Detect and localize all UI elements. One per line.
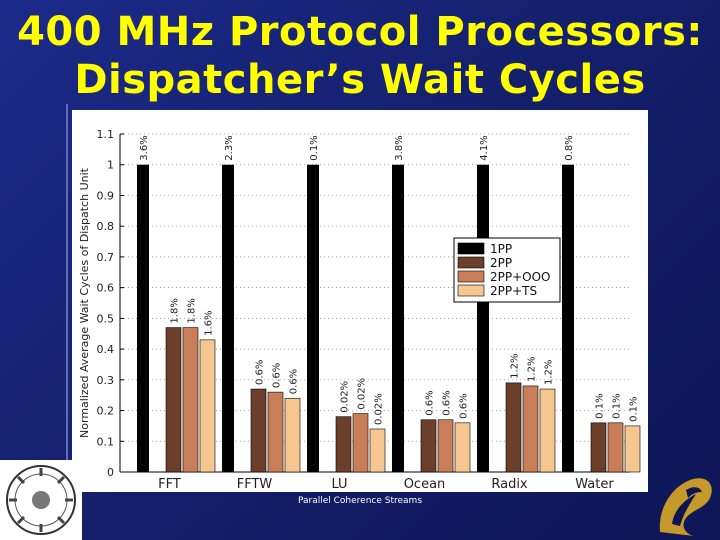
data-label: 0.1% (309, 135, 320, 160)
legend-swatch (457, 242, 485, 255)
x-tick-label: Radix (491, 477, 528, 492)
data-label: 1.6% (204, 310, 215, 335)
legend-swatch (457, 256, 485, 269)
legend-swatch (457, 270, 485, 283)
title-line-2: Dispatcher’s Wait Cycles (74, 57, 646, 103)
data-label: 0.6% (289, 369, 300, 394)
x-tick-label: FFT (158, 477, 181, 492)
data-label: 0.6% (255, 360, 266, 385)
bar-1pp (477, 164, 489, 472)
institute-logo (0, 460, 82, 540)
y-tick-label: 0.5 (97, 312, 115, 325)
slide-title: 400 MHz Protocol Processors: Dispatcher’… (0, 8, 720, 104)
data-label: 1.8% (170, 298, 181, 323)
slide-divider (66, 104, 68, 464)
bar-2pp-ooo (607, 422, 624, 473)
bar-2pp-ts (624, 425, 641, 473)
data-label: 0.8% (564, 135, 575, 160)
bar-2pp (505, 382, 522, 473)
y-tick-label: 0.9 (97, 189, 115, 202)
legend-swatch (457, 284, 485, 297)
bar-chart: 0 0.1 0.2 0.3 0.4 0.5 0.6 0.7 0.8 0.9 1 1.1 Normaliz… (78, 128, 641, 492)
data-label: 1.2% (510, 353, 521, 378)
data-label: 0.02% (357, 378, 368, 410)
bar-2pp (590, 422, 607, 473)
y-tick-label: 0 (107, 466, 114, 479)
y-tick-label: 0.2 (97, 405, 115, 418)
data-label: 3.8% (394, 135, 405, 160)
legend-label: 2PP (490, 256, 512, 270)
x-tick-label: LU (331, 477, 347, 492)
y-tick-label: 0.6 (97, 282, 115, 295)
x-tick-label: Ocean (404, 477, 446, 492)
bar-2pp-ts (284, 397, 301, 473)
university-logo (659, 478, 712, 536)
y-tick-label: 1.1 (97, 128, 115, 141)
data-label: 0.02% (340, 381, 351, 413)
bar-2pp (250, 388, 267, 473)
data-label: 4.1% (479, 135, 490, 160)
bar-1pp (307, 164, 319, 472)
bar-2pp-ooo (522, 385, 539, 473)
data-label: 0.6% (425, 390, 436, 415)
slide-footer: Parallel Coherence Streams (297, 496, 423, 506)
data-label: 0.1% (612, 393, 623, 418)
bar-1pp (392, 164, 404, 472)
data-label: 0.6% (459, 393, 470, 418)
y-tick-label: 0.4 (97, 343, 115, 356)
data-label: 0.1% (629, 397, 640, 422)
y-tick-label: 1 (107, 159, 114, 172)
bar-2pp-ooo (437, 419, 454, 473)
bar-2pp-ooo (267, 391, 284, 473)
bar-2pp (420, 419, 437, 473)
x-tick-label: FFTW (237, 477, 273, 492)
chart-panel: 0 0.1 0.2 0.3 0.4 0.5 0.6 0.7 0.8 0.9 1 1.1 Normaliz… (72, 110, 648, 492)
data-label: 0.1% (595, 393, 606, 418)
bar-2pp (165, 327, 182, 473)
bar-2pp (335, 416, 352, 473)
y-tick-label: 0.1 (97, 435, 115, 448)
data-label: 2.3% (224, 135, 235, 160)
bar-2pp-ts (454, 422, 471, 473)
bar-2pp-ts (539, 388, 556, 473)
data-label: 3.6% (139, 135, 150, 160)
bar-2pp-ooo (352, 413, 369, 473)
y-tick-label: 0.8 (97, 220, 115, 233)
bar-1pp (562, 164, 574, 472)
data-label: 1.8% (187, 298, 198, 323)
y-tick-label: 0.3 (97, 374, 115, 387)
bar-2pp-ooo (182, 327, 199, 473)
y-tick-label: 0.7 (97, 251, 115, 264)
title-line-1: 400 MHz Protocol Processors: (17, 9, 703, 55)
data-label: 0.6% (272, 363, 283, 388)
legend-label: 2PP+OOO (490, 270, 551, 284)
legend-label: 2PP+TS (490, 284, 537, 298)
bar-2pp-ts (199, 339, 216, 473)
y-axis-label: Normalized Average Wait Cycles of Dispat… (78, 167, 91, 438)
data-label: 1.2% (544, 360, 555, 385)
x-tick-label: Water (575, 477, 614, 492)
bar-1pp (137, 164, 149, 472)
bar-1pp (222, 164, 234, 472)
bar-2pp-ts (369, 428, 386, 473)
data-label: 0.6% (442, 390, 453, 415)
data-label: 0.02% (374, 393, 385, 425)
legend-label: 1PP (490, 242, 512, 256)
data-label: 1.2% (527, 357, 538, 382)
